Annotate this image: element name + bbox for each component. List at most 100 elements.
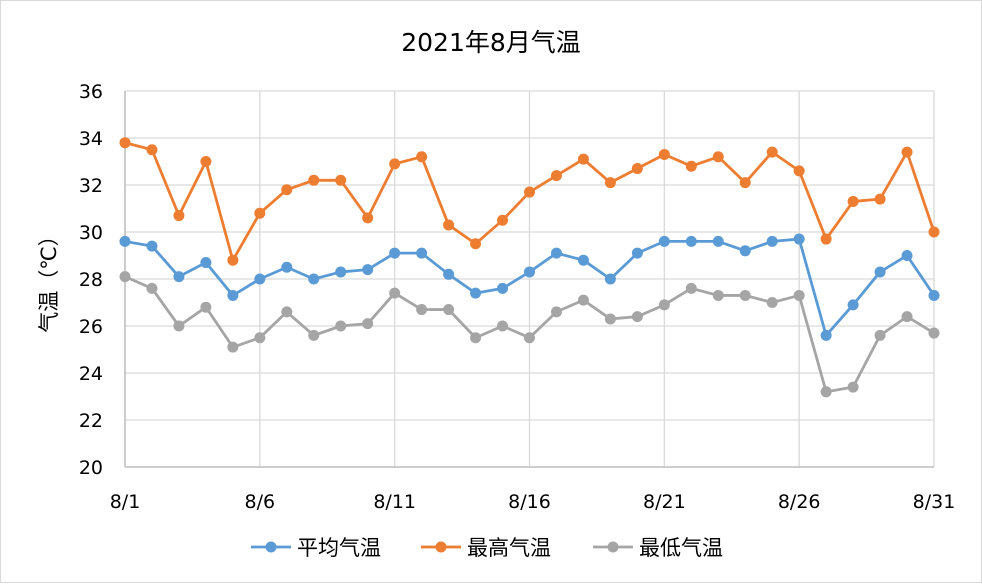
data-point <box>820 329 832 341</box>
y-tick-labels: 20 22 24 26 28 30 32 34 36 <box>79 81 103 479</box>
data-point <box>766 235 778 247</box>
data-point <box>631 163 643 175</box>
series-0 <box>119 233 940 341</box>
x-tick-label: 8/6 <box>245 491 276 513</box>
data-point <box>200 257 212 269</box>
y-tick-label: 36 <box>79 81 103 103</box>
data-point <box>389 158 401 170</box>
data-point <box>550 306 562 318</box>
x-tick-label: 8/11 <box>373 491 416 513</box>
data-point <box>928 226 940 238</box>
data-point <box>901 146 913 158</box>
y-tick-label: 30 <box>79 222 103 244</box>
data-point <box>820 233 832 245</box>
data-point <box>847 195 859 207</box>
data-point <box>254 207 266 219</box>
data-point <box>335 266 347 278</box>
chart-title: 2021年8月气温 <box>401 28 581 57</box>
data-point <box>928 327 940 339</box>
data-point <box>146 282 158 294</box>
data-point <box>470 332 482 344</box>
data-point <box>119 137 131 149</box>
data-point <box>497 320 509 332</box>
data-point <box>227 289 239 301</box>
data-point <box>658 235 670 247</box>
data-point <box>874 193 886 205</box>
data-point <box>254 332 266 344</box>
data-point <box>550 247 562 259</box>
gridlines <box>124 90 935 468</box>
series-1 <box>119 137 940 266</box>
legend-item: 平均气温 <box>251 536 381 560</box>
legend-swatch-marker <box>435 541 447 553</box>
x-tick-label: 8/31 <box>913 491 956 513</box>
x-tick-labels: 8/1 8/6 8/11 8/16 8/21 8/26 8/31 <box>110 491 956 513</box>
data-point <box>685 235 697 247</box>
data-point <box>712 151 724 163</box>
data-point <box>766 297 778 308</box>
data-point <box>685 282 697 294</box>
legend-item: 最低气温 <box>593 536 723 560</box>
data-point <box>362 318 374 330</box>
data-point <box>739 245 751 257</box>
data-point <box>524 332 535 344</box>
data-point <box>524 186 535 198</box>
legend-label: 平均气温 <box>297 536 381 560</box>
data-point <box>793 233 805 245</box>
legend-label: 最高气温 <box>467 536 551 560</box>
x-tick-label: 8/1 <box>110 491 141 513</box>
y-tick-label: 24 <box>79 363 103 385</box>
data-point <box>604 313 616 325</box>
legend-swatch-marker <box>607 541 619 553</box>
data-point <box>470 238 482 250</box>
data-point <box>847 381 859 393</box>
data-point <box>604 273 616 285</box>
y-tick-label: 28 <box>79 269 103 291</box>
data-point <box>712 235 724 247</box>
y-axis-label: 气温（℃） <box>37 225 61 333</box>
x-tick-label: 8/21 <box>643 491 686 513</box>
x-tick-label: 8/16 <box>508 491 551 513</box>
data-point <box>416 151 428 163</box>
x-tick-label: 8/26 <box>778 491 821 513</box>
data-point <box>335 320 347 332</box>
data-point <box>443 304 455 316</box>
data-point <box>631 311 643 323</box>
data-point <box>901 250 913 261</box>
legend: 平均气温 最高气温 最低气温 <box>251 536 723 560</box>
data-point <box>146 144 158 156</box>
data-point <box>443 268 455 280</box>
data-point <box>227 341 239 353</box>
data-point <box>254 273 266 285</box>
data-point <box>119 271 131 283</box>
data-point <box>362 212 374 224</box>
data-point <box>524 266 535 278</box>
data-point <box>362 264 374 276</box>
data-point <box>281 306 293 318</box>
data-point <box>416 304 428 316</box>
data-point <box>577 294 589 306</box>
legend-label: 最低气温 <box>639 536 723 560</box>
data-point <box>308 329 320 341</box>
data-point <box>119 235 131 247</box>
y-tick-label: 20 <box>79 457 103 479</box>
legend-item: 最高气温 <box>421 536 551 560</box>
data-point <box>793 165 805 177</box>
data-point <box>793 289 805 301</box>
series-group <box>119 137 940 398</box>
series-2 <box>119 271 940 398</box>
y-tick-label: 32 <box>79 175 103 197</box>
data-point <box>739 177 751 189</box>
data-point <box>577 153 589 165</box>
data-point <box>470 287 482 299</box>
data-point <box>685 160 697 172</box>
data-point <box>577 254 589 266</box>
data-point <box>335 174 347 186</box>
data-point <box>604 177 616 189</box>
data-point <box>901 311 913 323</box>
data-point <box>847 299 859 311</box>
data-point <box>497 214 509 226</box>
data-point <box>497 282 509 294</box>
